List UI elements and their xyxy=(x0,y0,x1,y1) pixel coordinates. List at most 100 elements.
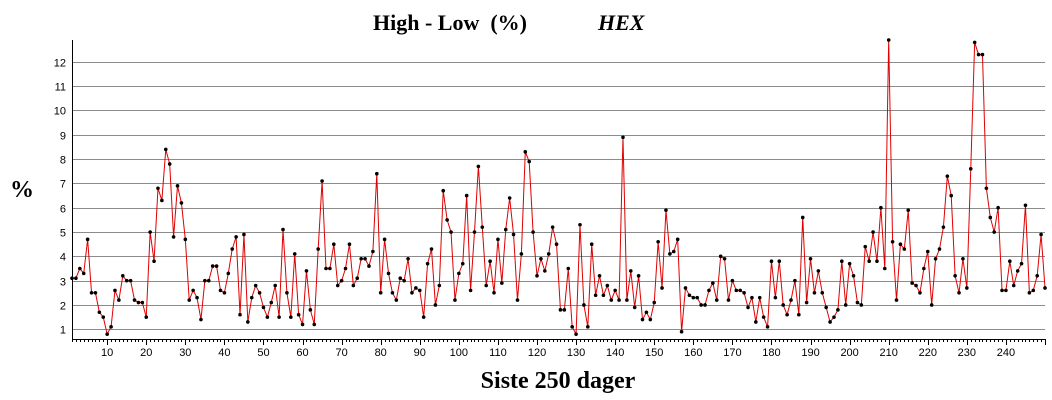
y-tick-label-10: 10 xyxy=(54,106,66,118)
x-tick-label-210: 210 xyxy=(880,347,898,359)
data-point-32 xyxy=(191,288,195,293)
data-point-89 xyxy=(414,286,418,290)
data-point-68 xyxy=(332,242,336,246)
data-point-176 xyxy=(754,320,758,324)
data-point-117 xyxy=(523,150,528,154)
y-tick-label-6: 6 xyxy=(60,204,66,216)
data-point-120 xyxy=(535,274,539,278)
data-point-212 xyxy=(894,298,899,302)
data-point-46 xyxy=(246,320,250,324)
data-point-242 xyxy=(1011,283,1016,288)
data-point-237 xyxy=(992,230,996,234)
data-point-108 xyxy=(488,259,492,264)
data-point-203 xyxy=(859,303,864,307)
data-point-142 xyxy=(621,135,625,140)
data-point-196 xyxy=(832,315,836,319)
data-point-214 xyxy=(902,247,907,251)
data-point-43 xyxy=(234,235,238,239)
data-point-4 xyxy=(81,271,86,276)
data-point-213 xyxy=(898,242,903,246)
x-tick-label-150: 150 xyxy=(645,347,663,359)
x-tick-labels: 10 20 30 40 50 60 70 80 90 100 110 120 130 140 150 160 1… xyxy=(101,347,1015,359)
data-point-38 xyxy=(214,264,219,268)
data-point-122 xyxy=(543,269,547,273)
data-point-189 xyxy=(804,300,809,305)
data-point-181 xyxy=(773,295,778,300)
data-point-166 xyxy=(714,298,719,302)
data-point-163 xyxy=(703,303,707,307)
data-point-130 xyxy=(574,332,578,336)
series-layer xyxy=(72,39,1046,337)
data-point-172 xyxy=(738,288,742,293)
data-point-134 xyxy=(589,242,594,246)
data-point-147 xyxy=(640,317,645,322)
x-tick-label-50: 50 xyxy=(257,347,269,359)
data-point-234 xyxy=(980,52,985,57)
data-point-131 xyxy=(578,222,582,227)
data-point-30 xyxy=(183,237,188,242)
data-point-155 xyxy=(671,249,676,254)
x-tick-label-120: 120 xyxy=(528,347,546,359)
data-point-44 xyxy=(238,312,242,317)
data-point-209 xyxy=(882,266,887,271)
data-point-92 xyxy=(425,261,430,266)
data-point-233 xyxy=(976,52,981,57)
data-point-42 xyxy=(230,247,235,251)
data-point-175 xyxy=(750,295,754,300)
data-point-1 xyxy=(70,276,74,281)
data-point-159 xyxy=(687,293,692,298)
data-point-115 xyxy=(515,298,520,302)
x-tick-label-240: 240 xyxy=(997,347,1015,359)
data-point-51 xyxy=(265,315,270,319)
data-point-105 xyxy=(476,164,481,169)
data-point-187 xyxy=(797,312,801,317)
data-point-58 xyxy=(292,252,297,256)
data-point-22 xyxy=(152,259,156,264)
chart-ticker: HEX xyxy=(597,10,646,35)
data-point-177 xyxy=(757,295,762,300)
data-point-148 xyxy=(644,310,649,315)
data-point-138 xyxy=(605,283,610,288)
data-point-36 xyxy=(206,278,211,283)
data-point-110 xyxy=(496,237,500,242)
data-point-65 xyxy=(320,179,324,183)
data-point-174 xyxy=(746,305,750,310)
data-point-70 xyxy=(339,278,344,283)
data-point-168 xyxy=(722,256,727,261)
data-point-118 xyxy=(527,159,531,164)
data-point-72 xyxy=(347,242,352,246)
data-point-133 xyxy=(586,325,590,329)
x-tick-label-130: 130 xyxy=(567,347,585,359)
data-point-18 xyxy=(136,300,141,305)
data-point-61 xyxy=(304,269,309,273)
data-point-188 xyxy=(800,215,805,220)
data-point-67 xyxy=(328,266,332,271)
data-point-99 xyxy=(453,298,457,302)
data-point-13 xyxy=(117,298,121,302)
data-point-62 xyxy=(308,308,313,312)
data-point-78 xyxy=(371,249,375,254)
data-point-45 xyxy=(242,232,246,237)
data-point-113 xyxy=(507,196,512,200)
data-point-77 xyxy=(367,264,371,268)
data-point-52 xyxy=(269,300,274,305)
data-point-240 xyxy=(1004,288,1008,293)
x-tick-label-170: 170 xyxy=(723,347,741,359)
x-tick-label-60: 60 xyxy=(296,347,308,359)
data-point-73 xyxy=(351,283,356,288)
data-point-79 xyxy=(375,171,379,176)
data-point-84 xyxy=(394,298,399,302)
data-point-154 xyxy=(668,252,672,256)
data-point-48 xyxy=(253,283,258,288)
data-point-17 xyxy=(132,298,137,302)
data-point-249 xyxy=(1039,232,1043,237)
data-point-26 xyxy=(167,162,172,166)
data-point-114 xyxy=(511,232,516,237)
data-point-109 xyxy=(492,291,496,295)
data-point-87 xyxy=(406,256,410,261)
data-point-53 xyxy=(273,283,278,288)
data-point-129 xyxy=(570,325,574,329)
data-point-88 xyxy=(410,291,414,295)
data-point-35 xyxy=(203,278,207,283)
